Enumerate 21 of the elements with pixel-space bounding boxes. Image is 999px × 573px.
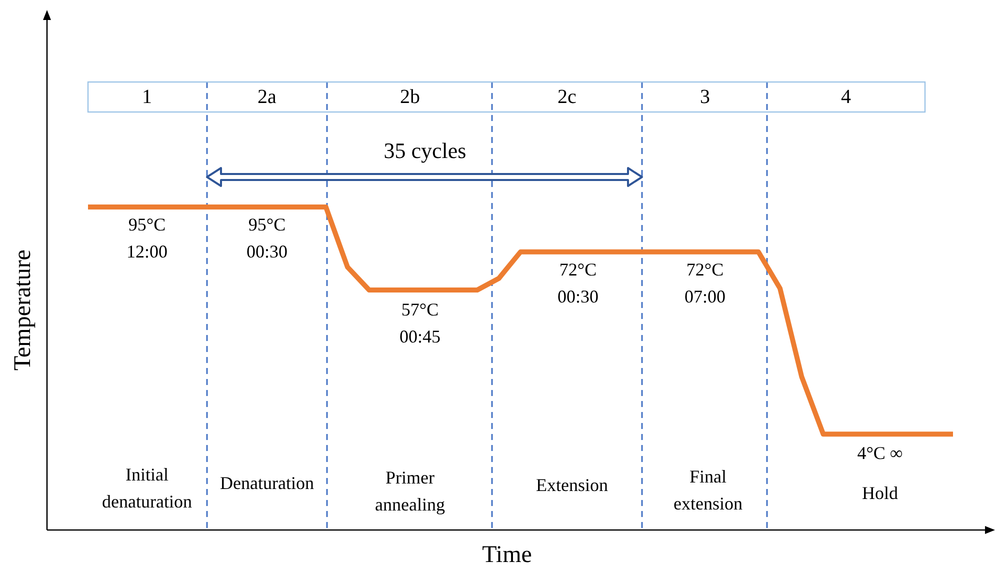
annotation: Initial denaturation — [102, 464, 192, 512]
annotation: Final extension — [674, 466, 742, 514]
text: 2a — [258, 86, 277, 108]
annotation: 72°C 00:30 — [557, 260, 599, 307]
text: 3 — [700, 86, 710, 108]
annotation: Primer annealing — [375, 468, 445, 515]
annotation: Hold — [862, 483, 898, 504]
text: 1 — [142, 86, 152, 108]
annotation: 57°C 00:45 — [399, 300, 441, 347]
y-axis-title: Temperature — [10, 250, 36, 370]
x-axis-title: Time — [482, 542, 532, 568]
annotation: 72°C 07:00 — [684, 260, 726, 307]
annotation: Extension — [536, 475, 608, 496]
text: 4 — [841, 86, 851, 108]
annotation: 95°C 12:00 — [126, 214, 168, 262]
text: 2c — [558, 86, 577, 108]
annotation: 4°C ∞ — [857, 443, 903, 464]
text: 35 cycles — [384, 138, 466, 164]
annotation: 95°C 00:30 — [246, 214, 288, 262]
annotation: Denaturation — [220, 473, 314, 494]
text: 2b — [400, 86, 420, 108]
